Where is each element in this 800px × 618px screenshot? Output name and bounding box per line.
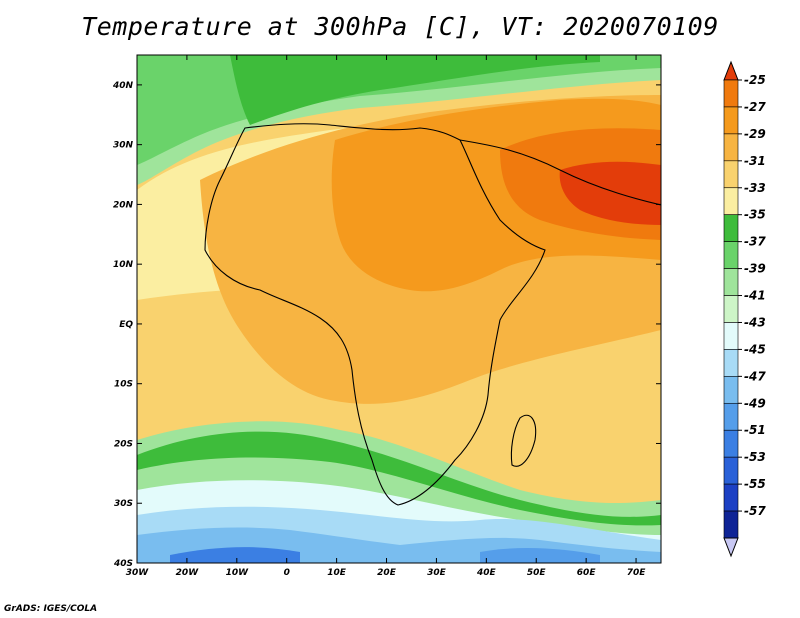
colorbar-segment [723, 106, 739, 135]
colorbar-label: -33 [744, 181, 766, 195]
colorbar-label: -45 [744, 342, 766, 356]
credit-label: GrADS: IGES/COLA [4, 604, 98, 614]
colorbar-segment [723, 241, 739, 269]
lat-tick-label: 40N [112, 81, 134, 91]
lat-tick-label: 30S [114, 499, 133, 509]
colorbar-label: -39 [744, 262, 766, 276]
lon-tick-label: 0 [284, 568, 290, 578]
temperature-field [137, 55, 661, 563]
colorbar-label: -53 [744, 450, 766, 464]
colorbar-label: -51 [744, 423, 766, 437]
axis-ticks: 30W 20W 10W 0 10E 20E 30E 40E 50E 60E 70E 40S 30S 20S… [112, 55, 661, 578]
lon-tick-label: 50E [527, 568, 547, 578]
colorbar-segment [723, 456, 739, 485]
lat-tick-label: 40S [113, 559, 133, 569]
colorbar-label: -27 [744, 100, 766, 114]
lon-tick-label: 70E [627, 568, 647, 578]
colorbar: -25 -27 -29 -31 -33 -35 -37 -39 -41 -43 -45 -47 -49 -… [723, 60, 766, 558]
colorbar-label: -43 [744, 315, 766, 329]
lon-tick-label: 30W [126, 568, 150, 578]
colorbar-segment [723, 133, 739, 162]
colorbar-segment [723, 322, 739, 350]
colorbar-label: -29 [744, 127, 766, 141]
colorbar-segment [723, 268, 739, 296]
lon-tick-label: 40E [476, 568, 497, 578]
colorbar-segment [723, 510, 739, 539]
lon-tick-label: 20W [176, 568, 200, 578]
colorbar-segment [723, 483, 739, 512]
coastlines [204, 123, 661, 506]
lon-tick-label: 60E [577, 568, 597, 578]
colorbar-label: -47 [744, 369, 766, 383]
lon-tick-label: 10W [226, 568, 250, 578]
colorbar-top-triangle [723, 60, 739, 81]
lat-tick-label: 20N [113, 200, 134, 210]
colorbar-bottom-triangle [723, 537, 739, 558]
colorbar-label: -31 [744, 154, 766, 168]
colorbar-label: -55 [744, 477, 766, 491]
lat-tick-label: 20S [114, 439, 133, 449]
colorbar-label: -25 [744, 73, 766, 87]
lon-tick-label: 20E [377, 568, 397, 578]
colorbar-segment [723, 402, 739, 431]
colorbar-segment [723, 79, 739, 108]
lon-tick-label: 10E [327, 568, 347, 578]
colorbar-segment [723, 160, 739, 189]
colorbar-segment [723, 349, 739, 377]
colorbar-segment [723, 295, 739, 323]
colorbar-label: -41 [744, 289, 766, 303]
colorbar-label: -49 [744, 396, 766, 410]
lon-tick-label: 30E [427, 568, 447, 578]
lat-tick-label: 10N [113, 260, 134, 270]
colorbar-label: -35 [744, 208, 766, 222]
colorbar-segment [723, 376, 739, 404]
colorbar-label: -37 [744, 235, 766, 249]
map-title: Temperature at 300hPa [C], VT: 202007010… [81, 12, 719, 41]
lat-tick-label: 30N [113, 141, 134, 151]
lat-tick-label: EQ [119, 320, 133, 330]
colorbar-segment [723, 187, 739, 216]
colorbar-label: -57 [744, 504, 766, 518]
lat-tick-label: 10S [114, 380, 133, 390]
colorbar-segment [723, 429, 739, 458]
map-frame [136, 54, 662, 564]
colorbar-segment [723, 214, 739, 242]
